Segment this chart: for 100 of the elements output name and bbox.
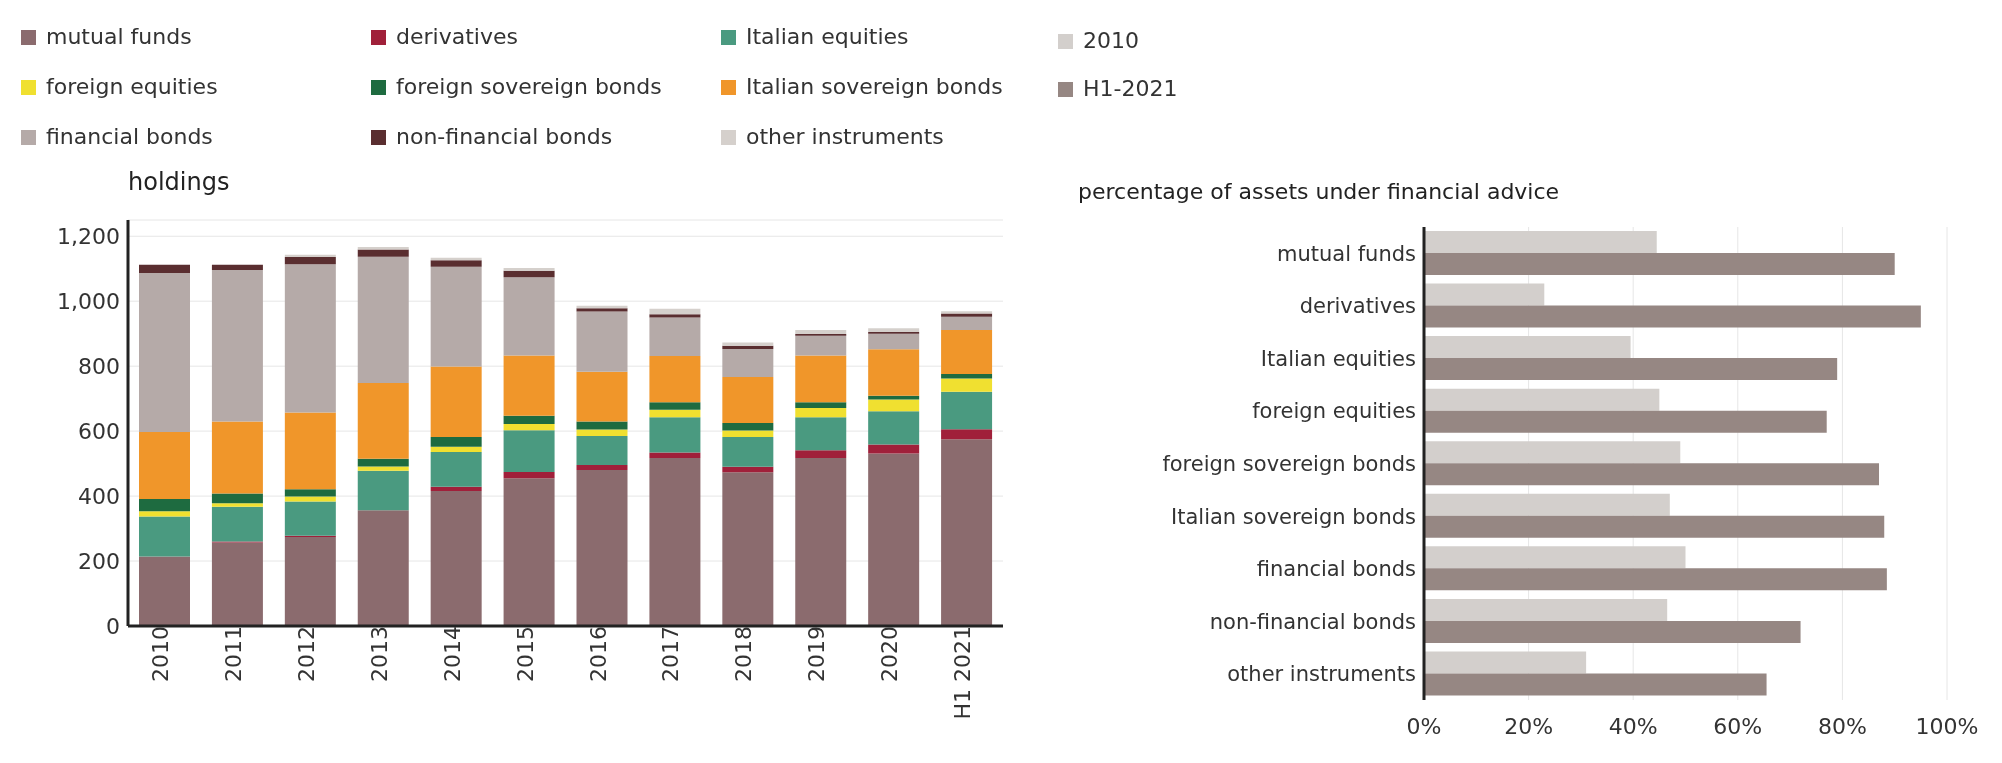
bar [649, 308, 701, 315]
bar [868, 411, 920, 445]
x-tick-label: H1 2021 [950, 626, 976, 720]
x-tick-label: 2013 [366, 626, 392, 682]
x-tick-label: 2014 [439, 626, 465, 682]
bar [284, 412, 336, 490]
bar [357, 383, 409, 459]
y-tick-label: 400 [78, 483, 120, 509]
bar [139, 516, 190, 557]
y-tick-label: foreign sovereign bonds [1162, 451, 1416, 476]
y-tick-label: Italian sovereign bonds [1171, 504, 1416, 529]
bar [941, 439, 993, 626]
y-tick-label: non-financial bonds [1209, 609, 1416, 634]
y-tick-label: Italian equities [1260, 346, 1416, 371]
bar [357, 246, 409, 250]
bar [1424, 620, 1801, 643]
legend-label: derivatives [396, 24, 518, 50]
bar [284, 537, 336, 626]
bar [211, 421, 263, 494]
bar [722, 472, 774, 626]
x-tick-label: 80% [1817, 713, 1867, 739]
x-tick-label: 2011 [220, 626, 246, 682]
bar [795, 355, 847, 403]
bar [211, 506, 263, 542]
bar [941, 429, 993, 440]
x-tick-label: 2018 [731, 626, 757, 682]
bar [139, 556, 190, 626]
bar [284, 257, 336, 265]
y-tick-label: mutual funds [1277, 241, 1416, 266]
bar [211, 493, 263, 504]
bar [649, 402, 701, 410]
y-tick-label: 200 [78, 548, 120, 574]
bar [722, 348, 774, 377]
legend-label: H1-2021 [1083, 76, 1178, 102]
legend-label: non-financial bonds [396, 124, 613, 150]
bar [576, 421, 628, 430]
chart-title: percentage of assets under financial advice [1078, 179, 1560, 204]
bar [1424, 515, 1885, 538]
bar [1424, 336, 1631, 359]
bar [722, 376, 774, 423]
bar [503, 430, 555, 473]
bar [795, 408, 847, 418]
bar [430, 446, 482, 452]
y-tick-label: 1,000 [57, 289, 120, 315]
bar [722, 423, 774, 431]
bar [139, 499, 190, 512]
bar [503, 270, 555, 278]
bar [430, 366, 482, 437]
bar [503, 415, 555, 424]
x-tick-label: 2016 [585, 626, 611, 682]
bar [1424, 358, 1838, 381]
bar [649, 417, 701, 453]
bar [868, 453, 920, 626]
bar [1424, 568, 1887, 591]
bar [1424, 598, 1668, 621]
bar [1424, 410, 1827, 433]
y-axis-title: holdings [128, 168, 230, 196]
bar [576, 435, 628, 465]
bar [430, 436, 482, 447]
bar [211, 542, 263, 626]
y-tick-label: derivatives [1299, 294, 1416, 319]
bar [1424, 283, 1545, 306]
x-tick-label: 0% [1406, 713, 1442, 739]
bar [1424, 493, 1670, 516]
y-tick-label: 600 [78, 418, 120, 444]
bar [139, 264, 190, 273]
bar [430, 451, 482, 487]
x-tick-label: 2015 [512, 626, 538, 682]
bar [722, 466, 774, 473]
bar [649, 356, 701, 403]
y-tick-label: foreign equities [1252, 399, 1416, 424]
bar [211, 503, 263, 507]
bar [503, 268, 555, 271]
bar [357, 249, 409, 257]
bar [868, 399, 920, 412]
legend-label: 2010 [1083, 28, 1139, 54]
bar [1424, 441, 1681, 464]
x-tick-label: 40% [1608, 713, 1658, 739]
x-tick-label: 60% [1713, 713, 1763, 739]
bar [284, 264, 336, 413]
bar [795, 330, 847, 334]
x-tick-label: 2017 [658, 626, 684, 682]
bar [649, 409, 701, 418]
y-tick-label: 1,200 [57, 224, 120, 250]
x-tick-label: 2012 [293, 626, 319, 682]
bar [284, 489, 336, 497]
bar [576, 311, 628, 372]
y-tick-label: 800 [78, 353, 120, 379]
bar [503, 277, 555, 356]
bar [357, 458, 409, 467]
bar [357, 466, 409, 471]
x-tick-label: 2019 [804, 626, 830, 682]
bar [430, 490, 482, 626]
bar [284, 496, 336, 502]
bar [941, 330, 993, 374]
bar [941, 316, 993, 331]
legend-label: Italian equities [746, 24, 909, 50]
bar [503, 478, 555, 626]
bar [722, 430, 774, 437]
bar [795, 458, 847, 626]
